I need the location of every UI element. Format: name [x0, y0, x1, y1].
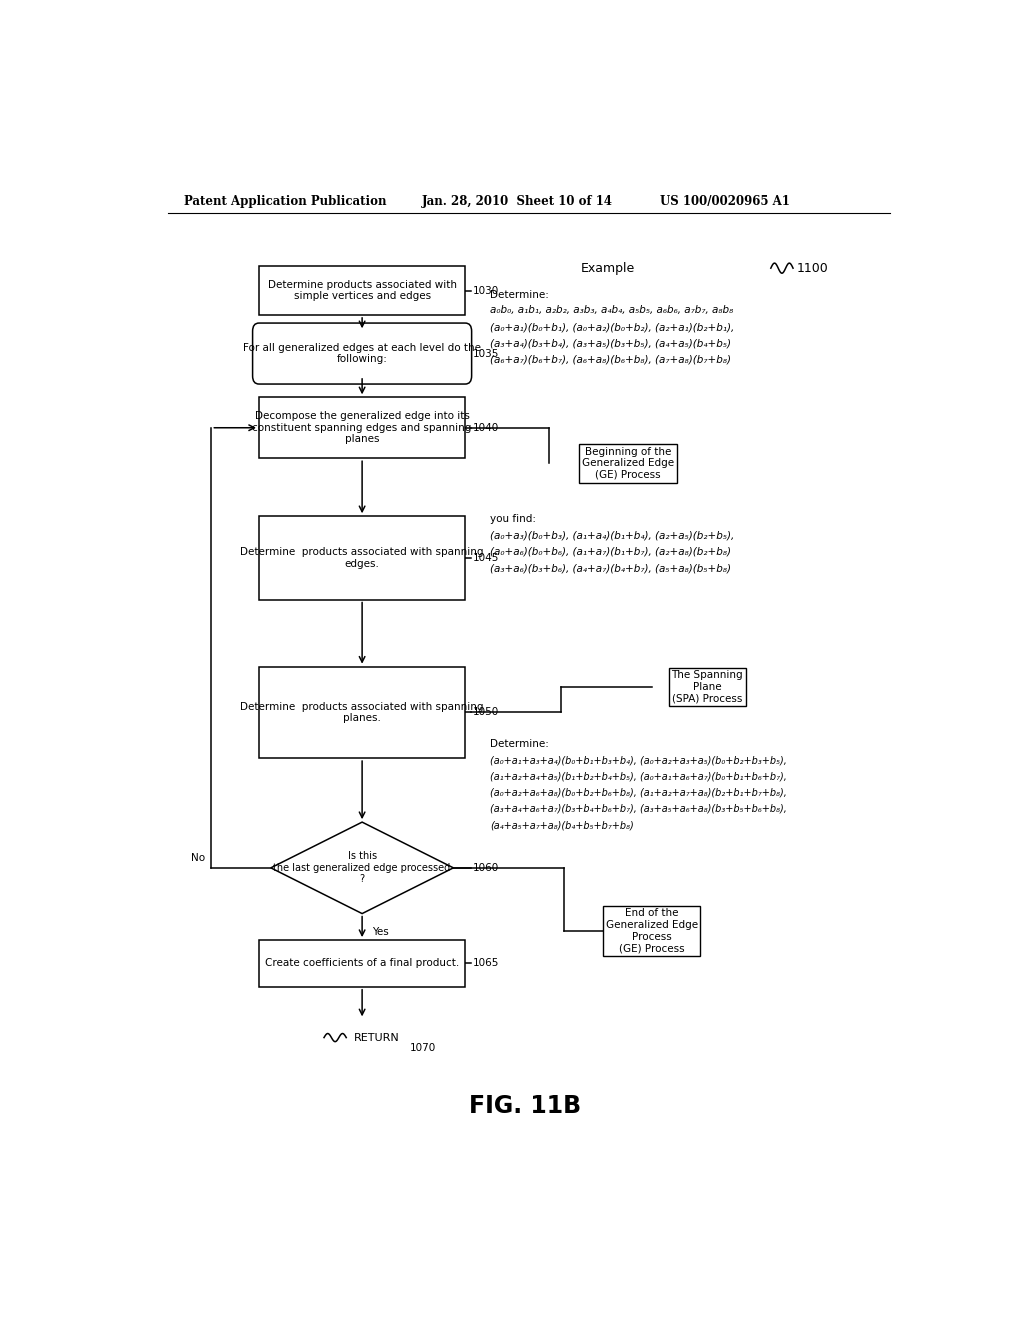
Text: (a₃+a₆)(b₃+b₆), (a₄+a₇)(b₄+b₇), (a₅+a₈)(b₅+b₈): (a₃+a₆)(b₃+b₆), (a₄+a₇)(b₄+b₇), (a₅+a₈)(… [489, 564, 731, 573]
FancyBboxPatch shape [259, 397, 465, 458]
Text: FIG. 11B: FIG. 11B [469, 1094, 581, 1118]
Text: Decompose the generalized edge into its
constituent spanning edges and spanning
: Decompose the generalized edge into its … [253, 411, 472, 445]
Text: (a₁+a₂+a₄+a₅)(b₁+b₂+b₄+b₅), (a₀+a₁+a₆+a₇)(b₀+b₁+b₆+b₇),: (a₁+a₂+a₄+a₅)(b₁+b₂+b₄+b₅), (a₀+a₁+a₆+a₇… [489, 771, 786, 781]
FancyBboxPatch shape [259, 267, 465, 315]
FancyBboxPatch shape [259, 940, 465, 987]
Text: RETURN: RETURN [354, 1032, 400, 1043]
Text: (a₀+a₂+a₆+a₈)(b₀+b₂+b₆+b₈), (a₁+a₂+a₇+a₈)(b₂+b₁+b₇+b₈),: (a₀+a₂+a₆+a₈)(b₀+b₂+b₆+b₈), (a₁+a₂+a₇+a₈… [489, 788, 786, 797]
Text: (a₄+a₅+a₇+a₈)(b₄+b₅+b₇+b₈): (a₄+a₅+a₇+a₈)(b₄+b₅+b₇+b₈) [489, 820, 634, 830]
Text: End of the
Generalized Edge
Process
(GE) Process: End of the Generalized Edge Process (GE)… [606, 908, 697, 953]
Text: Determine  products associated with spanning
planes.: Determine products associated with spann… [241, 701, 484, 723]
Text: you find:: you find: [489, 515, 536, 524]
Text: Jan. 28, 2010  Sheet 10 of 14: Jan. 28, 2010 Sheet 10 of 14 [422, 194, 612, 207]
Text: Patent Application Publication: Patent Application Publication [183, 194, 386, 207]
Text: (a₀+a₁+a₃+a₄)(b₀+b₁+b₃+b₄), (a₀+a₂+a₃+a₅)(b₀+b₂+b₃+b₅),: (a₀+a₁+a₃+a₄)(b₀+b₁+b₃+b₄), (a₀+a₂+a₃+a₅… [489, 755, 786, 766]
Text: Beginning of the
Generalized Edge
(GE) Process: Beginning of the Generalized Edge (GE) P… [582, 446, 674, 480]
Text: (a₀+a₁)(b₀+b₁), (a₀+a₂)(b₀+b₂), (a₂+a₁)(b₂+b₁),: (a₀+a₁)(b₀+b₁), (a₀+a₂)(b₀+b₂), (a₂+a₁)(… [489, 322, 734, 333]
Text: 1060: 1060 [472, 863, 499, 873]
Text: Is this
the last generalized edge processed
?: Is this the last generalized edge proces… [273, 851, 451, 884]
Polygon shape [270, 822, 454, 913]
Text: Determine  products associated with spanning
edges.: Determine products associated with spann… [241, 546, 484, 569]
Text: 1030: 1030 [472, 285, 499, 296]
Text: The Spanning
Plane
(SPA) Process: The Spanning Plane (SPA) Process [672, 671, 743, 704]
FancyBboxPatch shape [259, 667, 465, 758]
Text: US 100/0020965 A1: US 100/0020965 A1 [659, 194, 790, 207]
Text: (a₆+a₇)(b₆+b₇), (a₆+a₈)(b₆+b₈), (a₇+a₈)(b₇+b₈): (a₆+a₇)(b₆+b₇), (a₆+a₈)(b₆+b₈), (a₇+a₈)(… [489, 355, 731, 364]
Text: 1100: 1100 [797, 261, 828, 275]
Text: Determine products associated with
simple vertices and edges: Determine products associated with simpl… [267, 280, 457, 301]
Text: (a₀+a₃)(b₀+b₃), (a₁+a₄)(b₁+b₄), (a₂+a₅)(b₂+b₅),: (a₀+a₃)(b₀+b₃), (a₁+a₄)(b₁+b₄), (a₂+a₅)(… [489, 531, 734, 540]
FancyBboxPatch shape [253, 323, 472, 384]
Text: 1050: 1050 [472, 708, 499, 717]
Text: Create coefficients of a final product.: Create coefficients of a final product. [265, 958, 459, 969]
Text: (a₃+a₄+a₆+a₇)(b₃+b₄+b₆+b₇), (a₃+a₅+a₆+a₈)(b₃+b₅+b₆+b₈),: (a₃+a₄+a₆+a₇)(b₃+b₄+b₆+b₇), (a₃+a₅+a₆+a₈… [489, 804, 786, 814]
Text: Example: Example [581, 261, 635, 275]
Text: 1035: 1035 [472, 348, 499, 359]
Text: 1065: 1065 [472, 958, 499, 969]
Text: Yes: Yes [372, 927, 388, 937]
Text: No: No [191, 853, 206, 863]
Text: a₀b₀, a₁b₁, a₂b₂, a₃b₃, a₄b₄, a₅b₅, a₆b₆, a₇b₇, a₈b₈: a₀b₀, a₁b₁, a₂b₂, a₃b₃, a₄b₄, a₅b₅, a₆b₆… [489, 305, 733, 315]
Text: (a₀+a₆)(b₀+b₆), (a₁+a₇)(b₁+b₇), (a₂+a₈)(b₂+b₈): (a₀+a₆)(b₀+b₆), (a₁+a₇)(b₁+b₇), (a₂+a₈)(… [489, 546, 731, 557]
Text: 1070: 1070 [410, 1043, 436, 1053]
Text: 1045: 1045 [472, 553, 499, 562]
Text: For all generalized edges at each level do the
following:: For all generalized edges at each level … [243, 343, 481, 364]
Text: 1040: 1040 [472, 422, 499, 433]
Text: Determine:: Determine: [489, 289, 549, 300]
Text: Determine:: Determine: [489, 739, 549, 748]
Text: (a₃+a₄)(b₃+b₄), (a₃+a₅)(b₃+b₅), (a₄+a₅)(b₄+b₅): (a₃+a₄)(b₃+b₄), (a₃+a₅)(b₃+b₅), (a₄+a₅)(… [489, 338, 731, 348]
FancyBboxPatch shape [259, 516, 465, 599]
